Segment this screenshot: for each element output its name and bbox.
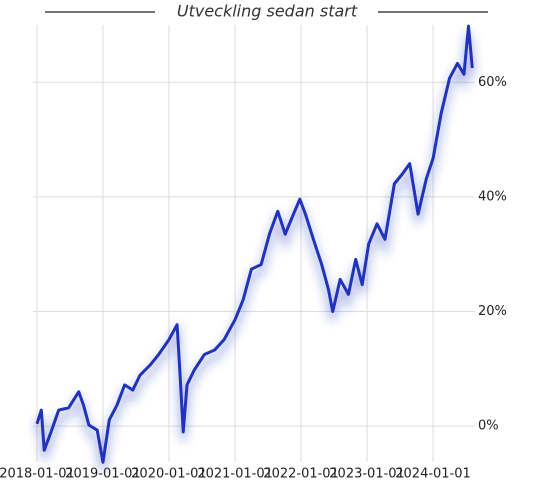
x-tick-label: 2020-01-01 — [131, 467, 207, 482]
x-tick-label: 2024-01-01 — [395, 467, 471, 482]
y-tick-label: 20% — [478, 304, 507, 319]
y-tick-label: 60% — [478, 75, 507, 90]
x-tick-label: 2018-01-01 — [0, 467, 75, 482]
x-tick-label: 2019-01-01 — [65, 467, 141, 482]
x-tick-label: 2023-01-01 — [329, 467, 405, 482]
y-tick-label: 40% — [478, 189, 507, 204]
line-shadow — [34, 33, 476, 471]
line — [35, 24, 474, 464]
chart-title: Utveckling sedan start — [177, 2, 358, 21]
x-tick-label: 2022-01-01 — [263, 467, 339, 482]
x-tick-label: 2021-01-01 — [197, 467, 273, 482]
y-tick-label: 0% — [478, 419, 499, 434]
